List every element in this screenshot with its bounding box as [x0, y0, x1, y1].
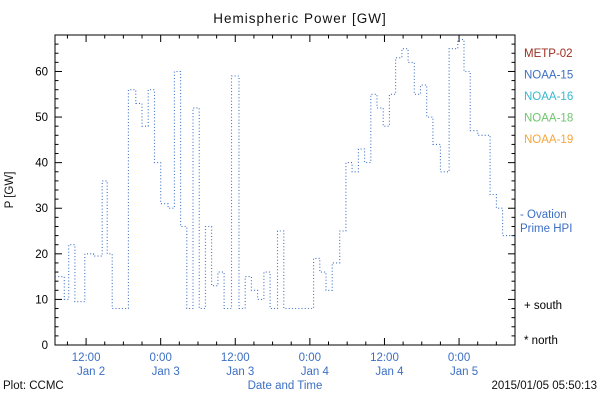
x-tick-time: 0:00	[149, 352, 171, 364]
x-tick-time: 12:00	[72, 352, 101, 364]
legend-model-label: Prime HPI	[520, 223, 572, 235]
x-tick-date: Jan 2	[77, 366, 105, 378]
x-tick-date: Jan 5	[450, 366, 478, 378]
legend-model-label: - Ovation	[520, 209, 567, 221]
legend-satellite-noaa-15: NOAA-15	[524, 70, 573, 82]
legend-satellite-noaa-16: NOAA-16	[524, 91, 573, 103]
x-tick-time: 12:00	[221, 352, 250, 364]
x-tick-time: 12:00	[370, 352, 399, 364]
x-tick-date: Jan 4	[375, 366, 404, 378]
plot-frame	[54, 34, 516, 346]
y-axis-label: P [GW]	[4, 172, 16, 209]
legend-marker-north: * north	[524, 335, 558, 347]
y-tick-label: 60	[35, 66, 48, 78]
y-tick-label: 10	[35, 294, 48, 306]
chart-title: Hemispheric Power [GW]	[213, 11, 387, 26]
x-axis-label: Date and Time	[248, 380, 323, 392]
legend-satellite-noaa-18: NOAA-18	[524, 113, 573, 125]
x-tick-date: Jan 3	[226, 366, 254, 378]
plot-layer: 0 10 20 30 40 50 60 12:00 Jan 2 0:00 Jan 3 12:00 Jan…	[35, 34, 573, 378]
y-tick-label: 50	[35, 112, 48, 124]
x-tick-date: Jan 4	[301, 366, 330, 378]
x-tick-time: 0:00	[448, 352, 470, 364]
y-tick-label: 30	[35, 203, 48, 215]
plot-credit: Plot: CCMC	[3, 380, 64, 392]
hpi-step-line	[55, 39, 515, 310]
y-tick-label: 0	[42, 340, 48, 352]
legend-satellite-noaa-19: NOAA-19	[524, 134, 573, 146]
legend-marker-south: + south	[524, 300, 562, 312]
x-tick-date: Jan 3	[152, 366, 180, 378]
timestamp: 2015/01/05 05:50:13	[491, 380, 597, 392]
y-tick-label: 20	[35, 249, 48, 261]
y-tick-label: 40	[35, 158, 48, 170]
legend-satellite-metp-02: METP-02	[524, 48, 573, 60]
x-tick-time: 0:00	[299, 352, 321, 364]
